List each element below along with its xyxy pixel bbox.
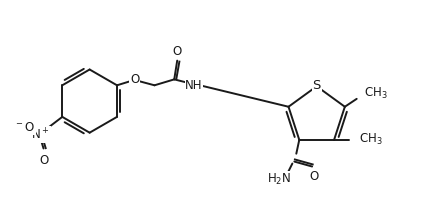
Text: S: S xyxy=(313,79,321,92)
Text: $\mathrm{N^+}$: $\mathrm{N^+}$ xyxy=(31,127,50,142)
Text: O: O xyxy=(39,154,48,167)
Text: $\mathrm{^-O}$: $\mathrm{^-O}$ xyxy=(14,121,35,134)
Text: O: O xyxy=(130,73,139,86)
Text: O: O xyxy=(172,45,182,58)
Text: CH$_3$: CH$_3$ xyxy=(364,86,387,102)
Text: NH: NH xyxy=(185,79,203,92)
Text: CH$_3$: CH$_3$ xyxy=(359,132,382,147)
Text: H$_2$N: H$_2$N xyxy=(267,172,292,187)
Text: O: O xyxy=(310,170,319,183)
